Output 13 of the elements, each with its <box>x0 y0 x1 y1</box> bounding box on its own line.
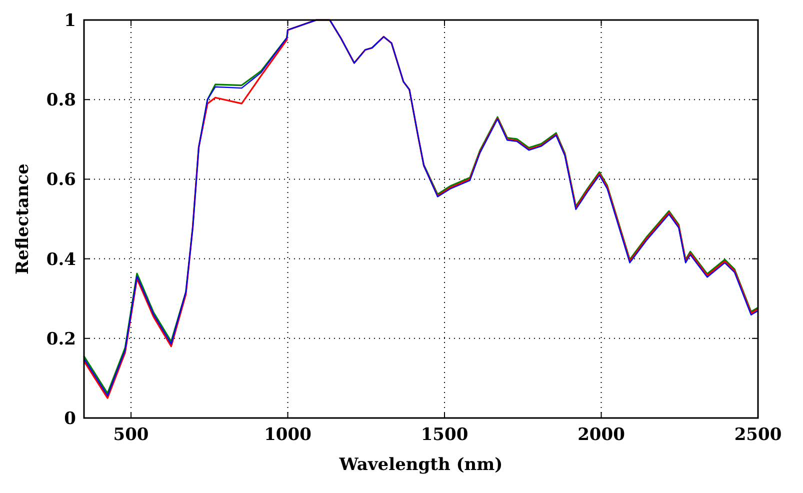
x-axis-title: Wavelength (nm) <box>338 455 503 475</box>
x-tick-label: 500 <box>113 425 149 445</box>
y-tick-label: 1 <box>64 10 76 31</box>
y-axis-title: Reflectance <box>13 163 33 274</box>
y-tick-label: 0.4 <box>46 250 76 270</box>
y-tick-label: 0 <box>64 408 76 429</box>
x-tick-label: 1000 <box>264 425 312 445</box>
x-tick-label: 2500 <box>734 425 782 445</box>
x-tick-label: 1500 <box>420 425 468 445</box>
y-tick-label: 0.2 <box>46 329 76 350</box>
y-tick-label: 0.6 <box>46 170 76 190</box>
x-tick-label: 2000 <box>578 425 626 445</box>
y-tick-label: 0.8 <box>46 90 76 111</box>
